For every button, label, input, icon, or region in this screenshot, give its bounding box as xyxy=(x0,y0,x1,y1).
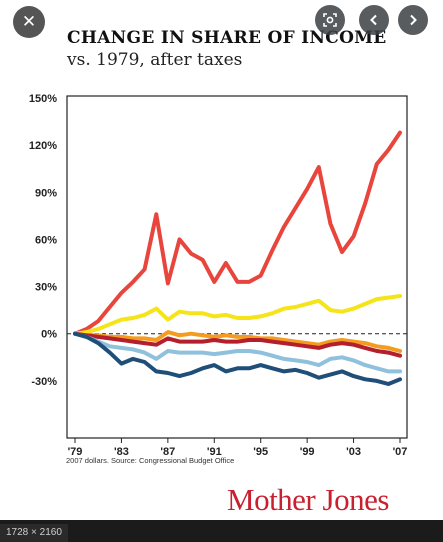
image-card: 150% 120% 90% 60% 30% 0% -30% '79 '83 '87 '91 '95 '9… xyxy=(0,0,443,520)
series-line-2 xyxy=(73,294,402,336)
image-dimensions-label: 1728 × 2160 xyxy=(0,524,68,542)
series-line-5 xyxy=(73,331,402,374)
chart-subtitle: vs. 1979, after taxes xyxy=(67,50,243,70)
y-tick-label: 60% xyxy=(35,234,57,246)
line-chart: 150% 120% 90% 60% 30% 0% -30% '79 '83 '87 '91 '95 '9… xyxy=(29,93,408,458)
next-image-button[interactable] xyxy=(398,5,428,35)
y-tick-label: 30% xyxy=(35,282,57,294)
x-tick-label: '99 xyxy=(300,446,315,458)
y-tick-label: 0% xyxy=(41,329,57,341)
chevron-right-icon xyxy=(410,14,417,26)
y-tick-label: 150% xyxy=(29,93,57,105)
plot-frame xyxy=(66,95,408,439)
x-tick-label: '87 xyxy=(160,446,175,458)
chart-title: CHANGE IN SHARE OF INCOME xyxy=(67,28,387,48)
series-line-3 xyxy=(73,330,402,353)
series-line-1 xyxy=(73,130,402,336)
chart-source-note: 2007 dollars. Source: Congressional Budg… xyxy=(66,456,235,465)
chevron-left-icon xyxy=(370,14,377,26)
mother-jones-logo: Mother Jones xyxy=(227,482,389,517)
previous-image-button[interactable] xyxy=(359,5,389,35)
x-tick-label: '83 xyxy=(114,446,129,458)
x-tick-label: '79 xyxy=(68,446,83,458)
close-icon: ✕ xyxy=(21,12,37,31)
x-tick-label: '07 xyxy=(393,446,408,458)
close-button[interactable]: ✕ xyxy=(13,6,45,38)
lens-icon xyxy=(323,13,337,27)
y-tick-label: -30% xyxy=(31,376,57,388)
x-tick-label: '95 xyxy=(253,446,268,458)
x-tick-label: '91 xyxy=(207,446,222,458)
series-line-6 xyxy=(73,331,402,386)
y-tick-label: 120% xyxy=(29,140,57,152)
x-tick-label: '03 xyxy=(346,446,361,458)
visual-search-button[interactable] xyxy=(315,5,345,35)
y-tick-label: 90% xyxy=(35,187,57,199)
series-line-4 xyxy=(73,331,402,358)
